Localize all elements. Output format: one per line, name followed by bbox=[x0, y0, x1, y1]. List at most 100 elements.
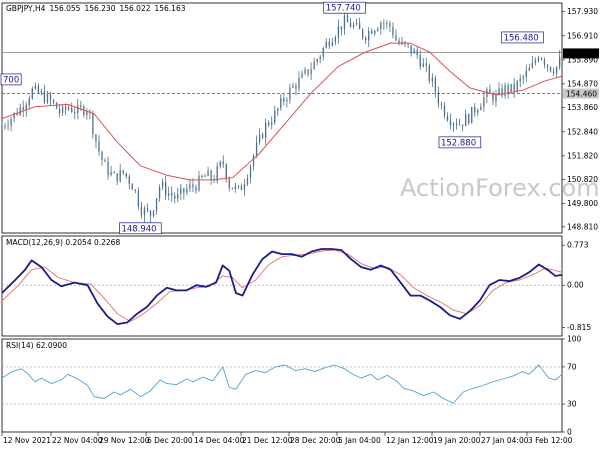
candle-body bbox=[25, 104, 27, 111]
candle-body bbox=[546, 64, 549, 67]
candle-body bbox=[540, 58, 543, 60]
candle-body bbox=[525, 70, 527, 77]
candle-body bbox=[465, 114, 467, 127]
x-tick-label: 14 Dec 04:00 bbox=[194, 436, 245, 445]
candle-body bbox=[534, 60, 537, 63]
candle-body bbox=[68, 107, 70, 110]
candle-body bbox=[58, 108, 61, 113]
watermark: ActionForex.com bbox=[400, 174, 600, 202]
candle-body bbox=[49, 94, 52, 101]
candle-body bbox=[504, 84, 506, 96]
candle-body bbox=[307, 69, 309, 75]
x-tick-label: 12 Nov 2021 bbox=[3, 436, 51, 445]
candle-body bbox=[101, 151, 103, 161]
price-annotation-box bbox=[438, 136, 482, 149]
candle-body bbox=[107, 161, 109, 175]
candle-body bbox=[495, 93, 497, 102]
candle-body bbox=[555, 66, 558, 74]
candle-body bbox=[125, 173, 127, 177]
candle-body bbox=[325, 41, 327, 48]
candle-body bbox=[304, 69, 306, 74]
y-tick-label: 148.810 bbox=[567, 222, 598, 231]
candle-body bbox=[52, 100, 55, 103]
candle-body bbox=[477, 110, 479, 113]
candle-body bbox=[192, 184, 194, 188]
candle-body bbox=[501, 88, 503, 96]
candle-body bbox=[392, 26, 394, 36]
candle-body bbox=[361, 29, 364, 38]
candle-body bbox=[158, 187, 161, 199]
candle-body bbox=[431, 78, 433, 82]
price-annotation-box bbox=[501, 31, 544, 44]
candle-body bbox=[198, 175, 200, 191]
candle-body bbox=[165, 182, 167, 196]
rsi-panel: 100 70 30 0 RSI(14) 62.0900 bbox=[1, 335, 582, 437]
candle-body bbox=[255, 142, 258, 156]
candle-body bbox=[386, 22, 388, 24]
rsi-frame bbox=[1, 338, 563, 433]
candle-body bbox=[377, 29, 379, 31]
candle-body bbox=[110, 172, 112, 175]
candle-body bbox=[4, 125, 6, 127]
candle-body bbox=[246, 178, 249, 184]
candle-body bbox=[13, 112, 15, 119]
candle-body bbox=[528, 67, 530, 71]
candle-body bbox=[422, 63, 424, 67]
candle-body bbox=[22, 107, 24, 111]
x-tick-label: 22 Nov 04:00 bbox=[52, 436, 103, 445]
candle-body bbox=[210, 170, 212, 181]
candle-body bbox=[537, 58, 540, 61]
candle-body bbox=[92, 112, 94, 135]
macd-panel: 0.773 0.00 -0.815 MACD(12,26,9) 0.2054 0.22… bbox=[1, 235, 591, 337]
y-tick-label: 155.890 bbox=[567, 55, 598, 64]
candle-body bbox=[531, 62, 534, 68]
candle-body bbox=[489, 89, 491, 94]
candle-body bbox=[516, 81, 518, 91]
candle-body bbox=[498, 88, 500, 94]
candle-body bbox=[195, 187, 197, 191]
candle-body bbox=[77, 105, 79, 114]
candle-body bbox=[455, 123, 458, 126]
y-tick-label: 154.870 bbox=[567, 79, 598, 88]
candle-body bbox=[274, 110, 276, 123]
candle-body bbox=[83, 106, 85, 115]
candle-body bbox=[189, 184, 191, 189]
current-price-tag: 156.163 bbox=[566, 49, 597, 58]
candle-body bbox=[398, 40, 400, 44]
candle-body bbox=[440, 103, 443, 106]
candle-body bbox=[249, 165, 252, 179]
candle-body bbox=[316, 59, 318, 62]
support-price-tag: 154.460 bbox=[566, 89, 597, 98]
candle-body bbox=[131, 184, 133, 190]
y-tick-label: 0.00 bbox=[567, 281, 584, 290]
x-tick-label: 21 Dec 12:00 bbox=[242, 436, 293, 445]
candle-body bbox=[374, 30, 376, 34]
candle-body bbox=[134, 189, 136, 191]
candle-body bbox=[328, 41, 330, 46]
candle-body bbox=[1, 125, 3, 127]
x-tick-label: 5 Jan 04:00 bbox=[338, 436, 381, 445]
x-tick-label: 3 Feb 12:00 bbox=[528, 436, 573, 445]
candle-body bbox=[277, 108, 279, 111]
y-tick-label: -0.815 bbox=[567, 323, 591, 332]
candle-body bbox=[155, 198, 158, 211]
candle-body bbox=[140, 206, 143, 216]
current-price-tag-bg bbox=[563, 48, 599, 59]
x-tick-label: 6 Dec 20:00 bbox=[147, 436, 193, 445]
y-tick-label: 149.800 bbox=[567, 199, 598, 208]
candle-body bbox=[301, 73, 303, 78]
candle-body bbox=[98, 141, 100, 152]
x-tick-label: 29 Nov 12:00 bbox=[99, 436, 150, 445]
candle-body bbox=[368, 30, 370, 41]
candle-body bbox=[380, 23, 382, 30]
candle-body bbox=[334, 37, 337, 43]
candle-body bbox=[258, 134, 261, 143]
candle-body bbox=[474, 106, 476, 113]
candle-body bbox=[446, 115, 449, 121]
candle-body bbox=[319, 56, 321, 60]
candle-body bbox=[204, 175, 206, 177]
candle-body bbox=[268, 122, 270, 125]
candle-body bbox=[261, 134, 264, 138]
candle-body bbox=[252, 155, 255, 166]
y-tick-label: 152.840 bbox=[567, 127, 598, 136]
